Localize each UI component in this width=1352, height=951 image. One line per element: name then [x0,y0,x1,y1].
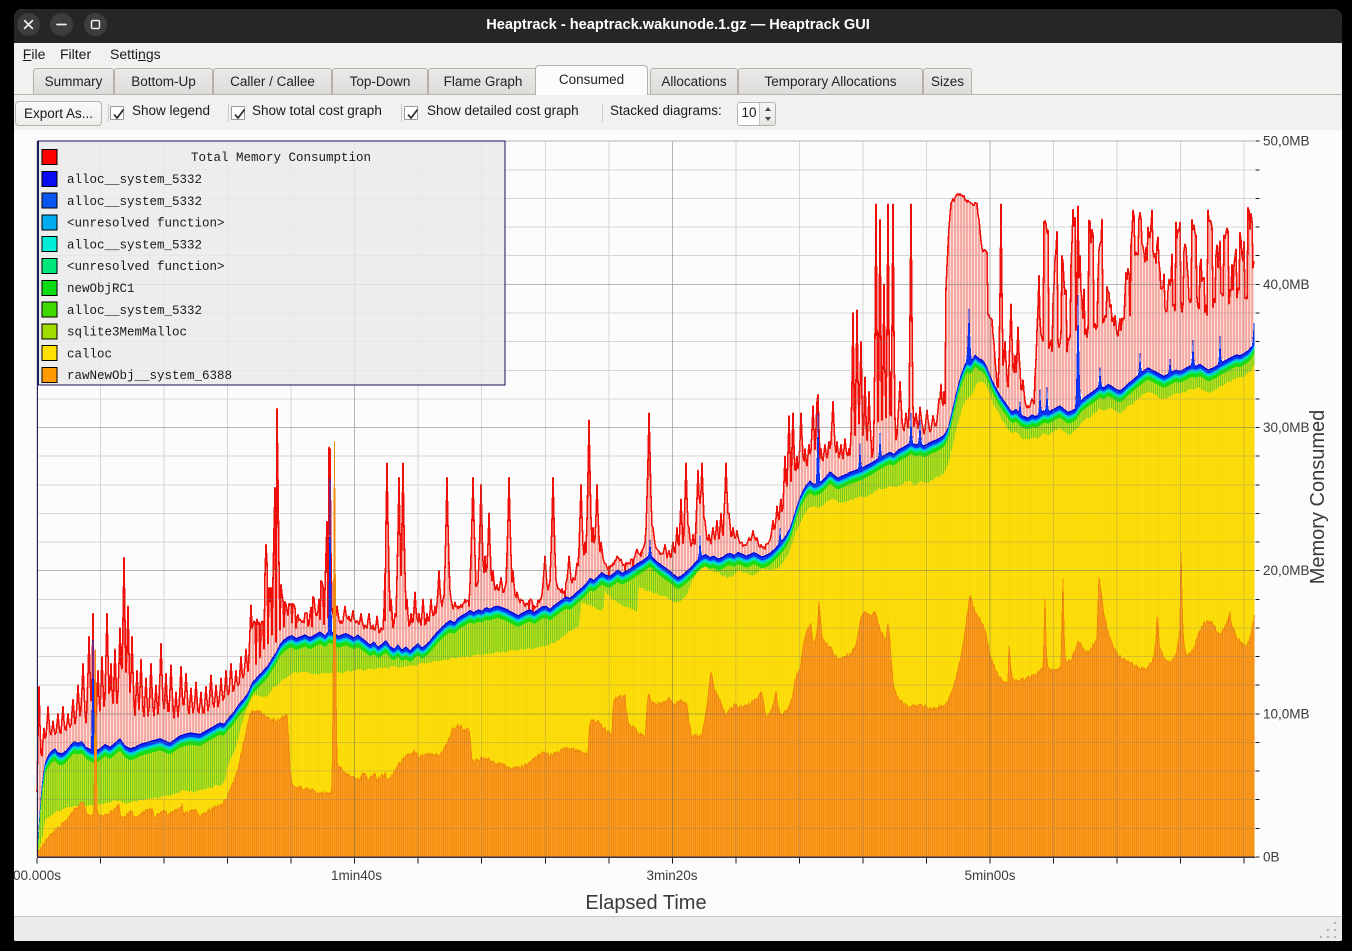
svg-text:rawNewObj__system_6388: rawNewObj__system_6388 [67,369,232,383]
svg-text:40,0MB: 40,0MB [1263,277,1310,292]
svg-text:00.000s: 00.000s [14,868,61,883]
svg-text:Total Memory Consumption: Total Memory Consumption [191,151,371,165]
svg-text:calloc: calloc [67,347,112,361]
svg-text:sqlite3MemMalloc: sqlite3MemMalloc [67,326,187,340]
svg-text:alloc__system_5332: alloc__system_5332 [67,173,202,187]
svg-text:alloc__system_5332: alloc__system_5332 [67,304,202,318]
svg-text:Elapsed Time: Elapsed Time [585,892,706,914]
svg-text:10,0MB: 10,0MB [1263,706,1310,721]
svg-text:30,0MB: 30,0MB [1263,420,1310,435]
svg-text:alloc__system_5332: alloc__system_5332 [67,238,202,252]
svg-text:20,0MB: 20,0MB [1263,563,1310,578]
svg-text:5min00s: 5min00s [964,868,1015,883]
svg-text:alloc__system_5332: alloc__system_5332 [67,195,202,209]
svg-text:50,0MB: 50,0MB [1263,134,1310,149]
svg-text:3min20s: 3min20s [646,868,697,883]
svg-text:0B: 0B [1263,850,1280,865]
svg-text:Memory Consumed: Memory Consumed [1307,410,1329,585]
svg-text:newObjRC1: newObjRC1 [67,282,135,296]
svg-text:<unresolved function>: <unresolved function> [67,260,225,274]
svg-text:<unresolved function>: <unresolved function> [67,217,225,231]
svg-text:1min40s: 1min40s [331,868,382,883]
